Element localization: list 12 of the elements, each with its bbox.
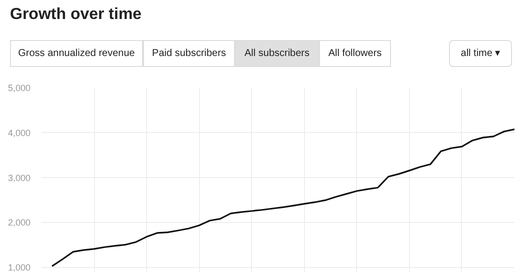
text: Paid subscribers <box>152 47 226 61</box>
text: All followers <box>328 47 382 61</box>
text: Gross annualized revenue <box>18 47 135 61</box>
line-series <box>51 128 514 268</box>
y-tick-label: 4,000 <box>8 128 31 138</box>
y-tick-label: 1,000 <box>8 262 31 272</box>
y-tick-label: 5,000 <box>8 83 31 93</box>
chart-title: Growth over time <box>10 5 142 25</box>
y-tick-label: 3,000 <box>8 172 31 183</box>
text: All subscribers <box>244 47 310 61</box>
text: all time ▾ <box>460 47 500 61</box>
y-tick-label: 2,000 <box>8 218 31 228</box>
